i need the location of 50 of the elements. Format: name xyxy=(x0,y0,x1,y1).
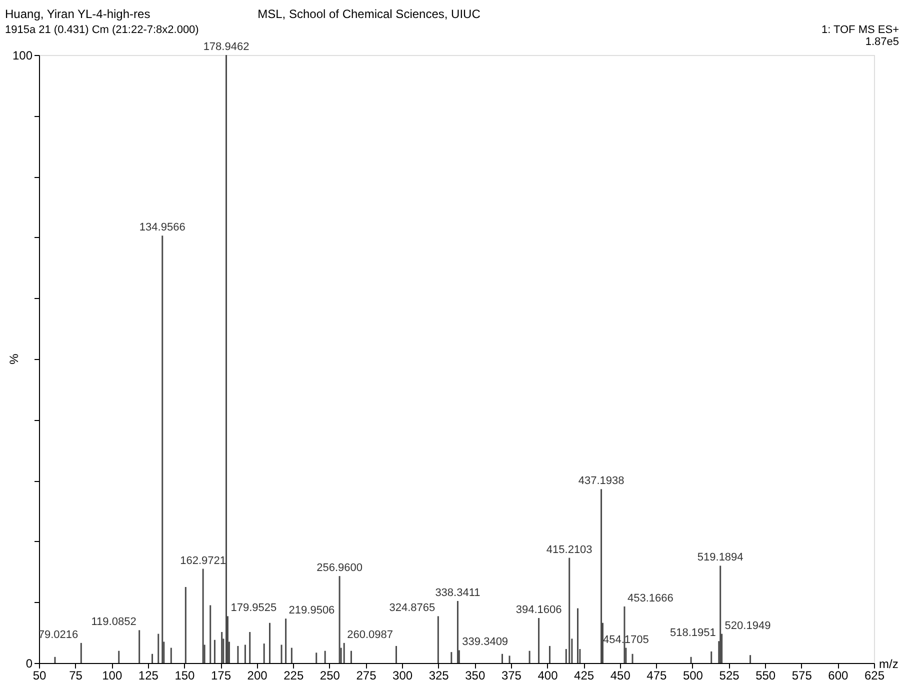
chart-title: MSL, School of Chemical Sciences, UIUC xyxy=(258,7,481,21)
x-tick-label: 375 xyxy=(501,668,522,682)
x-tick-label: 625 xyxy=(864,668,885,682)
annotation: 179.9525 xyxy=(230,602,277,614)
x-tick-label: 175 xyxy=(211,668,232,682)
x-tick-label: 525 xyxy=(719,668,740,682)
text: 1.87e5 xyxy=(865,36,899,48)
annotation: 256.9600 xyxy=(316,562,362,574)
annotation: 519.1894 xyxy=(697,552,744,564)
x-tick-label: 225 xyxy=(284,668,304,682)
x-tick-label: 350 xyxy=(465,668,486,682)
x-tick-label: 575 xyxy=(792,668,812,682)
annotation: 134.9566 xyxy=(139,222,186,234)
annotation: 324.8765 xyxy=(389,602,436,614)
x-axis-title: m/z xyxy=(879,657,898,671)
chart-subtitle: 1915a 21 (0.431) Cm (21:22-7:8x2.000) xyxy=(5,24,199,36)
x-tick-label: 250 xyxy=(320,668,340,682)
text: 1: TOF MS ES+ xyxy=(821,24,899,36)
annotation: 178.9462 xyxy=(203,41,250,53)
annotation: 339.3409 xyxy=(462,636,508,648)
x-tick-label: 75 xyxy=(69,668,83,682)
annotation: 260.0987 xyxy=(347,628,393,641)
x-tick-label: 600 xyxy=(828,668,849,682)
annotation: 119.0852 xyxy=(91,616,136,628)
y-tick-label: 0 xyxy=(26,656,33,670)
annotation: 394.1606 xyxy=(516,604,562,616)
annotation: 162.9721 xyxy=(180,554,226,567)
x-tick-label: 325 xyxy=(428,668,450,682)
x-tick-label: 475 xyxy=(646,668,668,682)
x-tick-label: 100 xyxy=(102,668,122,682)
x-tick-label: 300 xyxy=(392,668,413,682)
x-tick-label: 400 xyxy=(538,668,558,682)
x-tick-label: 275 xyxy=(356,668,377,682)
x-tick-label: 550 xyxy=(756,668,776,682)
x-tick-label: 450 xyxy=(610,668,631,682)
annotation: 520.1949 xyxy=(724,620,771,632)
x-tick-label: 125 xyxy=(138,668,159,682)
x-tick-label: 50 xyxy=(32,668,46,682)
annotation: 415.2103 xyxy=(546,544,592,556)
text: Huang, Yiran YL-4-high-res xyxy=(5,7,150,21)
x-tick-label: 150 xyxy=(174,668,196,682)
annotation: 518.1951 xyxy=(670,627,716,640)
x-tick-label: 425 xyxy=(574,668,594,682)
x-tick-label: 500 xyxy=(682,668,704,682)
annotation: 453.1666 xyxy=(627,592,674,604)
annotation: 338.3411 xyxy=(435,586,480,599)
y-axis-title: % xyxy=(7,353,21,364)
x-tick-label: 200 xyxy=(247,668,268,682)
annotation: 437.1938 xyxy=(578,475,624,488)
annotation: 219.9506 xyxy=(288,604,335,617)
